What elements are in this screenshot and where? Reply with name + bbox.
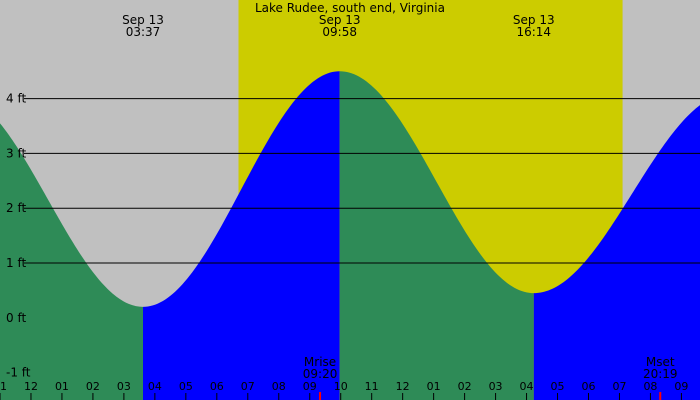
y-tick-label: -1 ft <box>6 366 31 380</box>
moon-event-label: Mset <box>646 355 675 369</box>
x-tick-label: 08 <box>643 380 657 393</box>
x-tick-label: 05 <box>551 380 565 393</box>
x-tick-label: 09 <box>303 380 317 393</box>
x-tick-label: 09 <box>674 380 688 393</box>
tide-event-time: 16:14 <box>516 25 551 39</box>
y-tick-label: 2 ft <box>6 201 26 215</box>
x-tick-label: 05 <box>179 380 193 393</box>
tide-event-time: 09:58 <box>322 25 357 39</box>
rising-tide-area <box>533 105 700 400</box>
falling-tide-area <box>0 123 143 400</box>
x-tick-label: 07 <box>241 380 255 393</box>
x-tick-label: 04 <box>520 380 534 393</box>
y-tick-label: 4 ft <box>6 92 26 106</box>
moon-event-time: 09:20 <box>303 367 338 381</box>
moon-event-time: 20:19 <box>643 367 678 381</box>
moon-event-label: Mrise <box>304 355 336 369</box>
x-tick-label: 01 <box>427 380 441 393</box>
y-tick-label: 0 ft <box>6 311 26 325</box>
tide-event-date: Sep 13 <box>122 13 164 27</box>
x-tick-label: 11 <box>365 380 379 393</box>
x-tick-label: 07 <box>612 380 626 393</box>
x-tick-label: 11 <box>0 380 7 393</box>
x-tick-label: 03 <box>489 380 503 393</box>
x-tick-label: 08 <box>272 380 286 393</box>
x-tick-label: 06 <box>210 380 224 393</box>
x-tick-label: 12 <box>24 380 38 393</box>
x-tick-label: 12 <box>396 380 410 393</box>
x-tick-label: 10 <box>334 380 348 393</box>
tide-event-time: 03:37 <box>126 25 161 39</box>
tide-event-date: Sep 13 <box>513 13 555 27</box>
y-tick-label: 3 ft <box>6 146 26 160</box>
chart-title: Lake Rudee, south end, Virginia <box>255 1 445 15</box>
y-tick-label: 1 ft <box>6 256 26 270</box>
x-tick-label: 01 <box>55 380 69 393</box>
x-tick-label: 06 <box>581 380 595 393</box>
x-tick-label: 03 <box>117 380 131 393</box>
x-tick-label: 02 <box>86 380 100 393</box>
x-tick-label: 04 <box>148 380 162 393</box>
tide-event-date: Sep 13 <box>319 13 361 27</box>
x-tick-label: 02 <box>458 380 472 393</box>
